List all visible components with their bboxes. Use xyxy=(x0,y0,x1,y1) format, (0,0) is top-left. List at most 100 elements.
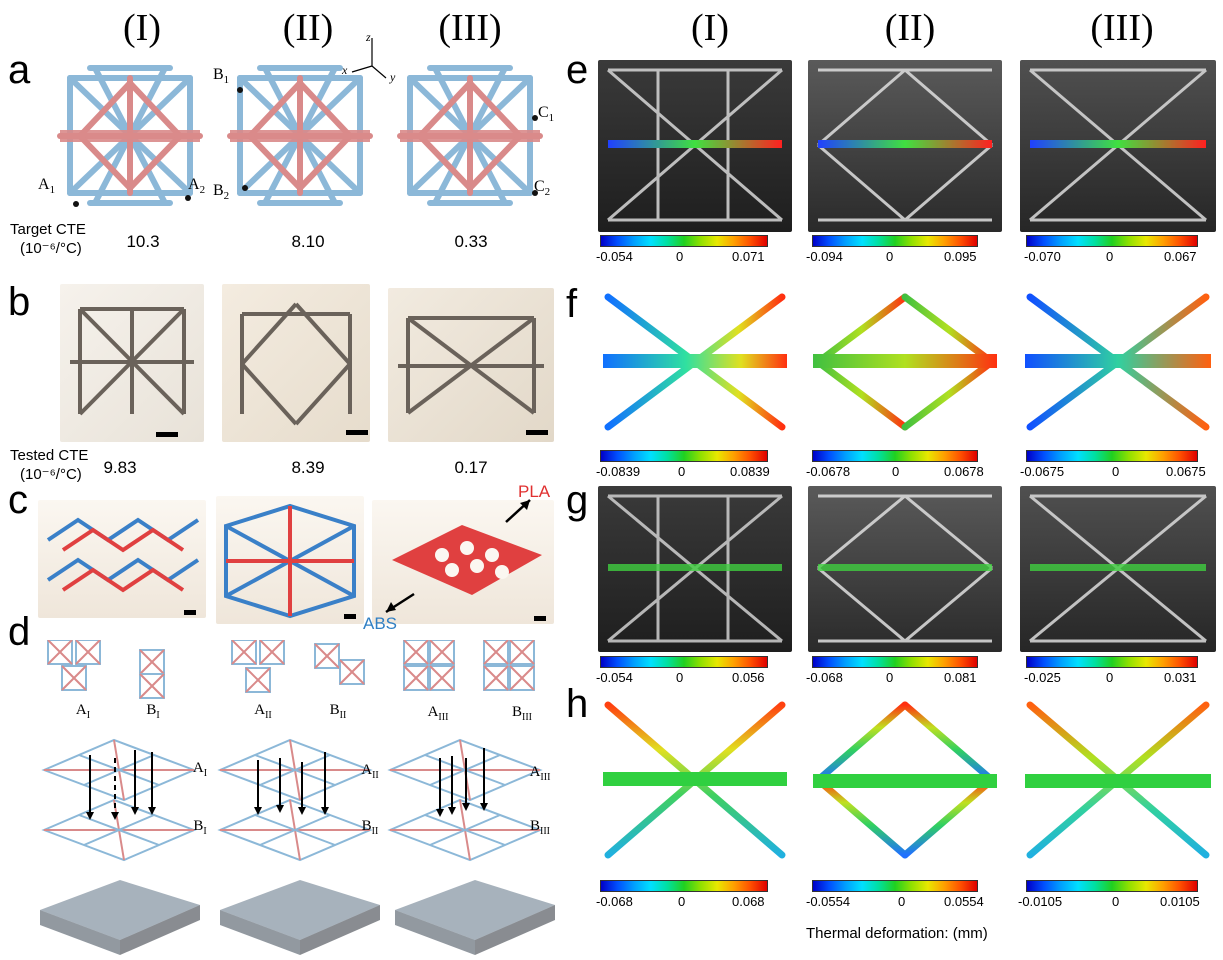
axes-triad xyxy=(351,38,387,79)
node-label-b1: B1 xyxy=(213,66,230,87)
d-label-top-5: AIII xyxy=(427,704,449,723)
colorbar-f-1-max: 0.0839 xyxy=(730,464,770,479)
axis-x-label: x xyxy=(342,63,348,77)
panel-label-g: g xyxy=(566,478,589,522)
colorbar-f-2-max: 0.0678 xyxy=(944,464,984,479)
node-label-a2: A2 xyxy=(188,176,206,197)
panel-label-f: f xyxy=(566,282,578,326)
colorbar-e-3-min: -0.070 xyxy=(1024,249,1061,264)
colorbar-e-2 xyxy=(812,235,978,247)
photo-c-3 xyxy=(372,500,554,624)
colorbar-h-2-mid: 0 xyxy=(898,894,906,909)
colorbar-g-2-max: 0.081 xyxy=(944,670,977,685)
target-cte-label: Target CTE (10⁻⁶/°C) xyxy=(10,221,86,257)
panel-label-e: e xyxy=(566,48,589,92)
colorbar-f-3-mid: 0 xyxy=(1112,464,1120,479)
colorbar-e-3-max: 0.067 xyxy=(1164,249,1197,264)
d-label-top-3: AII xyxy=(254,702,272,721)
colorbar-g-3-max: 0.031 xyxy=(1164,670,1197,685)
d-label-mid-1: AI xyxy=(192,760,208,779)
colorbar-h-1-max: 0.068 xyxy=(732,894,765,909)
image-g-1 xyxy=(598,486,792,652)
photo-b-1 xyxy=(60,284,204,442)
colorbar-e-2-max: 0.095 xyxy=(944,249,977,264)
colorbar-g-1-max: 0.056 xyxy=(732,670,765,685)
image-e-3 xyxy=(1020,60,1216,232)
node-label-c1: C1 xyxy=(538,104,555,125)
colorbar-g-3 xyxy=(1026,656,1198,668)
header-left-3: (III) xyxy=(438,7,502,49)
node-label-c2: C2 xyxy=(534,178,551,199)
panel-label-c: c xyxy=(8,478,28,522)
image-f-1 xyxy=(598,282,792,442)
panel-label-h: h xyxy=(566,682,589,726)
d-label-mid-3: AII xyxy=(361,762,379,781)
tested-cte-3: 0.17 xyxy=(454,458,488,477)
colorbar-e-3-mid: 0 xyxy=(1106,249,1114,264)
node-label-b2: B2 xyxy=(213,182,230,203)
panel-label-a: a xyxy=(8,48,31,92)
image-g-2 xyxy=(808,486,1002,652)
target-cte-2: 8.10 xyxy=(291,232,325,251)
colorbar-g-1-mid: 0 xyxy=(676,670,684,685)
panel-d-assembly xyxy=(40,640,555,955)
tested-cte-1: 9.83 xyxy=(103,458,137,477)
image-h-1 xyxy=(598,690,792,872)
colorbar-f-3 xyxy=(1026,450,1198,462)
photo-c-1 xyxy=(38,500,206,618)
colorbar-g-3-min: -0.025 xyxy=(1024,670,1061,685)
colorbar-h-3-max-zero: 0 xyxy=(1112,894,1120,909)
colorbar-e-1-max: 0.071 xyxy=(732,249,765,264)
node-label-a1: A1 xyxy=(38,176,56,197)
image-e-1 xyxy=(598,60,792,232)
colorbar-e-1 xyxy=(600,235,768,247)
tested-cte-2: 8.39 xyxy=(291,458,325,477)
colorbar-f-3-min: -0.0675 xyxy=(1020,464,1065,479)
colorbar-g-1 xyxy=(600,656,768,668)
image-h-2 xyxy=(808,690,1002,872)
image-g-3 xyxy=(1020,486,1216,652)
d-label-mid-4: BII xyxy=(361,818,379,837)
colorbar-h-2 xyxy=(812,880,978,892)
colorbar-h-1-min: -0.068 xyxy=(596,894,633,909)
d-label-top-2: BI xyxy=(146,702,160,721)
d-label-top-1: AI xyxy=(75,702,91,721)
image-h-3 xyxy=(1020,690,1216,872)
header-right-3: (III) xyxy=(1090,7,1154,49)
colorbar-g-3-mid: 0 xyxy=(1106,670,1114,685)
colorbar-g-1-min: -0.054 xyxy=(596,670,633,685)
colorbar-h-1-mid: 0 xyxy=(678,894,686,909)
colorbar-h-2-min: -0.0554 xyxy=(806,894,851,909)
colorbar-f-3-max: 0.0675 xyxy=(1166,464,1206,479)
colorbar-f-1-min: -0.0839 xyxy=(596,464,641,479)
target-cte-3: 0.33 xyxy=(454,232,488,251)
header-left-2: (II) xyxy=(282,7,334,49)
pla-label: PLA xyxy=(518,482,551,501)
thermal-deformation-label: Thermal deformation: (mm) xyxy=(806,925,988,942)
colorbar-g-2-mid: 0 xyxy=(886,670,894,685)
colorbar-e-1-min: -0.054 xyxy=(596,249,633,264)
header-right-2: (II) xyxy=(884,7,936,49)
header-right-1: (I) xyxy=(691,7,729,49)
colorbar-e-2-mid: 0 xyxy=(886,249,894,264)
colorbar-e-2-min: -0.094 xyxy=(806,249,843,264)
colorbar-f-2 xyxy=(812,450,978,462)
d-label-mid-5: AIII xyxy=(529,764,551,783)
colorbar-f-1-mid: 0 xyxy=(678,464,686,479)
colorbar-f-2-mid: 0 xyxy=(892,464,900,479)
colorbar-f-2-min: -0.0678 xyxy=(806,464,851,479)
colorbar-h-3-min: -0.0105 xyxy=(1018,894,1063,909)
colorbar-g-2 xyxy=(812,656,978,668)
d-label-mid-2: BI xyxy=(193,818,207,837)
tested-cte-label: Tested CTE (10⁻⁶/°C) xyxy=(10,447,89,483)
image-f-3 xyxy=(1020,282,1216,442)
photo-b-2 xyxy=(222,284,370,442)
header-left-1: (I) xyxy=(123,7,161,49)
colorbar-f-1 xyxy=(600,450,768,462)
colorbar-h-2-max: 0.0554 xyxy=(944,894,984,909)
panel-label-b: b xyxy=(8,280,31,324)
colorbar-e-1-mid: 0 xyxy=(676,249,684,264)
panel-a-lattices xyxy=(40,58,560,207)
abs-label: ABS xyxy=(363,614,398,633)
abs-arrow-icon xyxy=(385,592,415,614)
